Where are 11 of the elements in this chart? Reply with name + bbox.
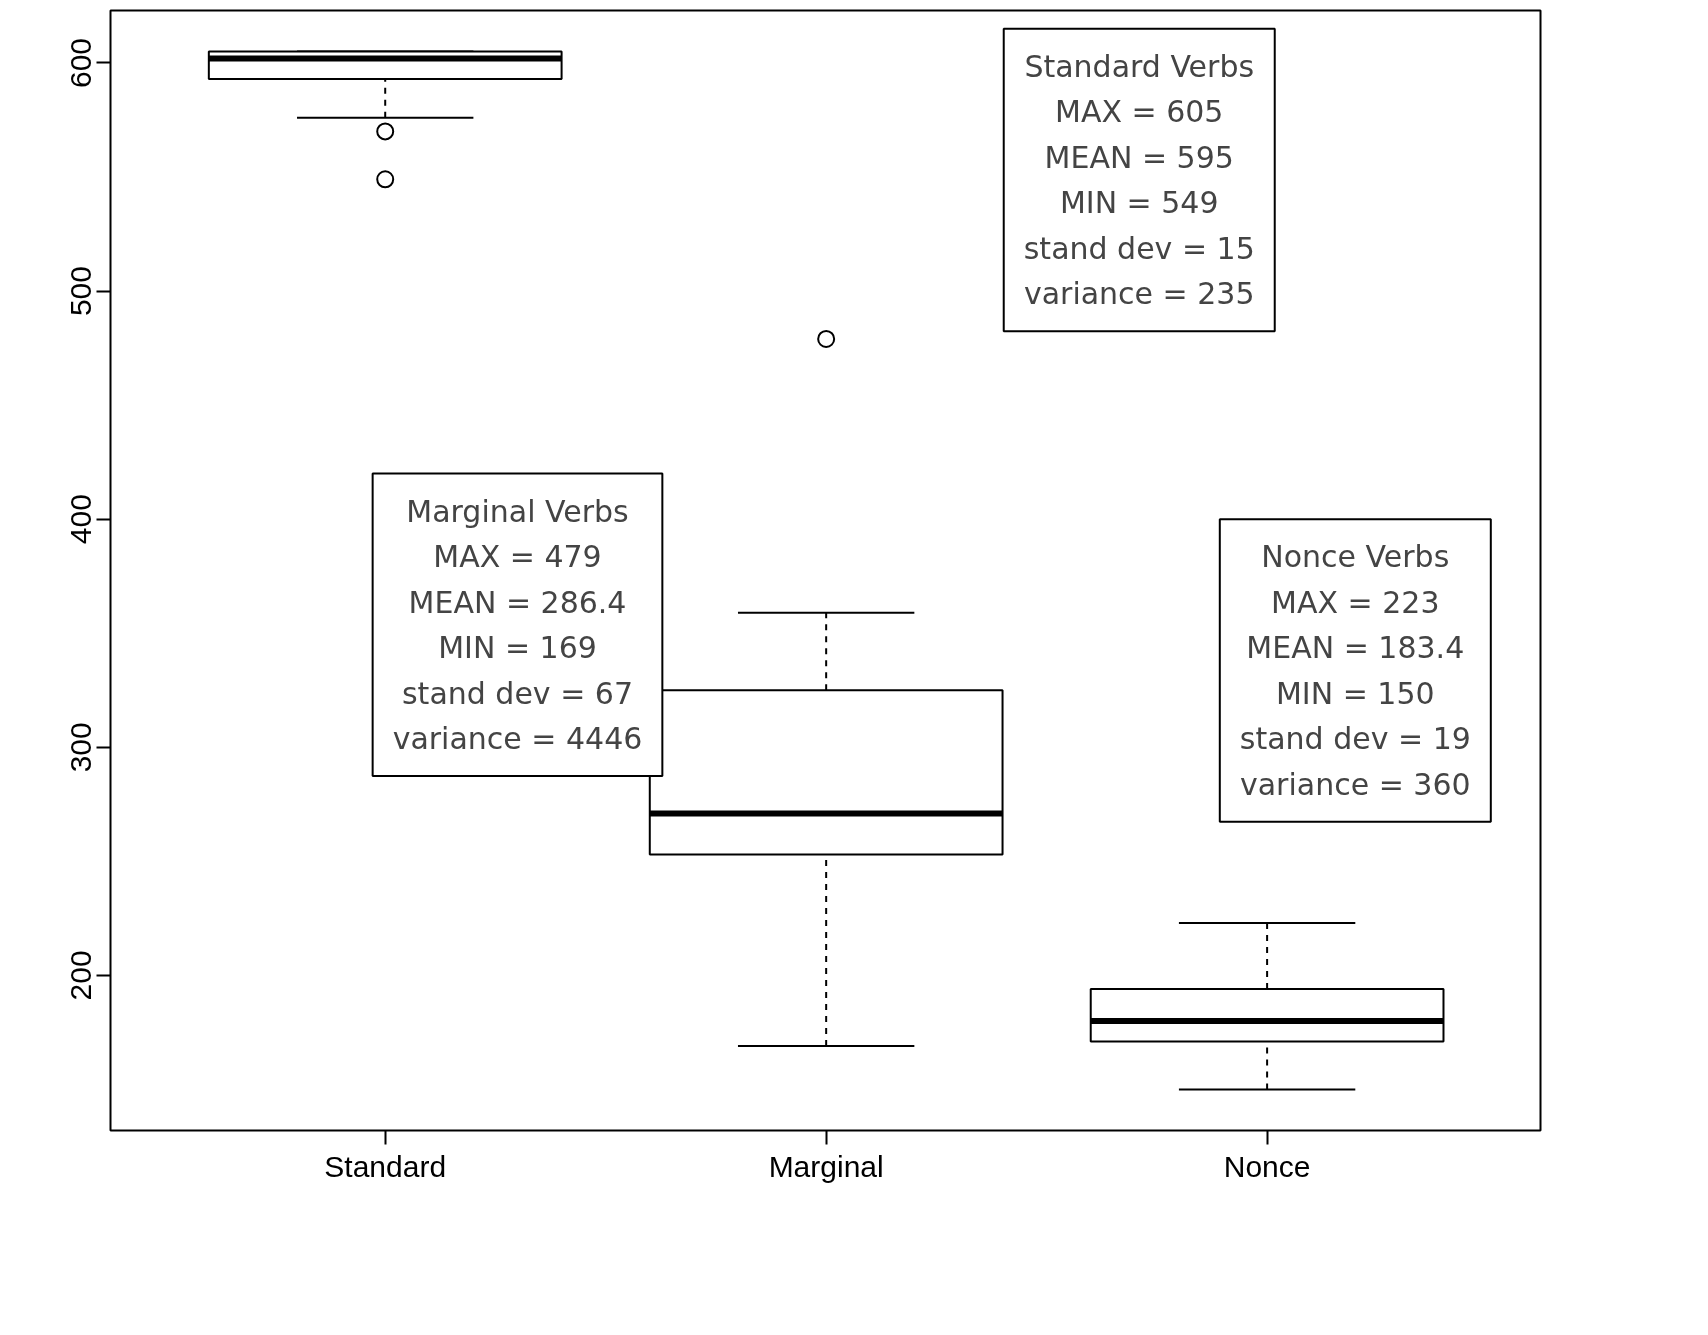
y-tick-label: 200 <box>64 950 98 1001</box>
y-tick-label: 300 <box>64 722 98 773</box>
y-tick-label: 500 <box>64 266 98 317</box>
annotation: Standard Verbs MAX = 605 MEAN = 595 MIN = 549 stand dev = 15 variance = 235 <box>1023 48 1255 312</box>
annotation: Nonce Verbs MAX = 223 MEAN = 183.4 MIN = 150 stand dev = 19 variance = 360 <box>1239 539 1471 802</box>
annotation: Marginal Verbs MAX = 479 MEAN = 286.4 MIN = 169 stand dev = 67 variance = 4446 <box>392 493 643 757</box>
x-tick-label: Standard <box>324 1149 447 1183</box>
x-tick-label: Marginal <box>768 1149 884 1183</box>
x-tick-label: Nonce <box>1223 1149 1311 1183</box>
y-tick-label: 600 <box>64 37 98 88</box>
y-tick-label: 400 <box>64 494 98 545</box>
